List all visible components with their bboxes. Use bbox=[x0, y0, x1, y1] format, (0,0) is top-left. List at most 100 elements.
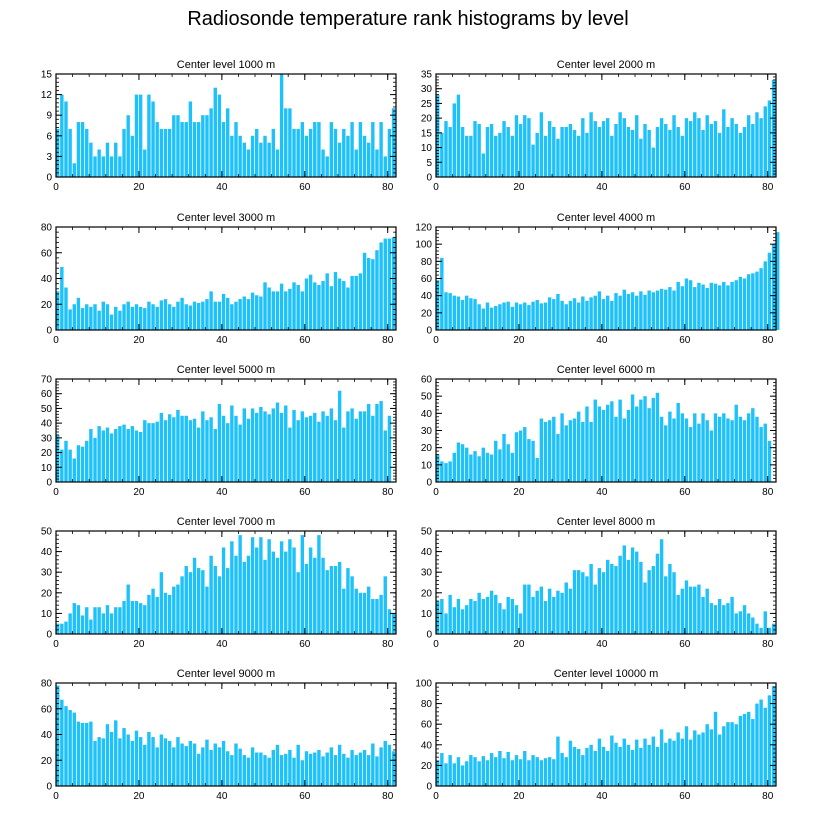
bar bbox=[635, 295, 639, 330]
bar bbox=[506, 444, 510, 482]
bar bbox=[510, 306, 515, 330]
y-tick-label: 80 bbox=[421, 257, 433, 268]
x-tick-label: 60 bbox=[299, 487, 311, 498]
bar bbox=[651, 397, 656, 482]
bar bbox=[647, 408, 651, 482]
bar bbox=[576, 302, 581, 330]
bar bbox=[456, 442, 461, 482]
x-tick-label: 60 bbox=[679, 487, 691, 498]
bar bbox=[668, 563, 672, 634]
bar bbox=[337, 744, 342, 786]
bar bbox=[313, 752, 317, 786]
bar bbox=[738, 276, 743, 330]
bar bbox=[460, 444, 465, 482]
bar bbox=[308, 415, 313, 482]
bar bbox=[626, 293, 631, 330]
bar bbox=[506, 301, 510, 330]
bar bbox=[85, 440, 89, 482]
x-tick-label: 20 bbox=[513, 335, 525, 346]
bar bbox=[465, 605, 469, 634]
bar bbox=[709, 729, 714, 786]
bar bbox=[622, 289, 626, 330]
bar bbox=[518, 124, 523, 177]
bar bbox=[167, 740, 172, 786]
bar bbox=[234, 743, 238, 786]
bar bbox=[375, 250, 379, 330]
bar bbox=[209, 417, 213, 482]
bar bbox=[639, 747, 643, 786]
bar bbox=[585, 132, 589, 177]
bar bbox=[444, 292, 448, 330]
bar bbox=[709, 124, 714, 177]
bar bbox=[568, 420, 573, 482]
y-tick-label: 20 bbox=[421, 761, 433, 772]
bar bbox=[527, 439, 531, 482]
bar bbox=[610, 735, 614, 786]
bar bbox=[498, 603, 502, 634]
bar bbox=[192, 301, 197, 330]
x-tick-label: 40 bbox=[596, 487, 608, 498]
y-tick-label: 50 bbox=[41, 404, 53, 415]
bar bbox=[755, 623, 759, 634]
bar bbox=[387, 415, 392, 482]
bar bbox=[275, 402, 280, 482]
y-tick-label: 60 bbox=[41, 389, 53, 400]
bar bbox=[456, 757, 461, 786]
bar bbox=[321, 756, 325, 786]
bar bbox=[143, 605, 147, 634]
bar bbox=[469, 598, 473, 634]
bar bbox=[279, 755, 284, 786]
y-tick-label: 40 bbox=[41, 419, 53, 430]
bar bbox=[68, 309, 72, 330]
y-tick-label: 20 bbox=[421, 443, 433, 454]
chart-panel-4: Center level 4000 m 0 20 40 60 80 100 120 0 20 40 6… bbox=[415, 212, 780, 346]
bar bbox=[288, 288, 292, 330]
bar bbox=[560, 413, 564, 482]
bar bbox=[494, 757, 498, 786]
bar bbox=[246, 418, 251, 482]
bar bbox=[234, 555, 238, 634]
bar bbox=[72, 163, 76, 177]
y-tick-label: 100 bbox=[415, 240, 432, 251]
bar bbox=[205, 739, 209, 786]
bar bbox=[452, 763, 456, 786]
x-tick-label: 80 bbox=[382, 182, 394, 193]
bar bbox=[510, 760, 515, 786]
bar bbox=[288, 427, 292, 482]
bar bbox=[622, 418, 626, 482]
bar bbox=[350, 408, 354, 482]
y-tick-label: 40 bbox=[421, 409, 433, 420]
bar bbox=[242, 408, 246, 482]
bar bbox=[722, 109, 726, 177]
bar bbox=[56, 128, 60, 177]
x-tick-label: 0 bbox=[53, 335, 59, 346]
bar bbox=[296, 572, 300, 634]
y-tick-label: 20 bbox=[421, 308, 433, 319]
bar bbox=[275, 744, 280, 786]
bar bbox=[250, 537, 255, 634]
bar bbox=[593, 295, 597, 330]
bar bbox=[337, 278, 342, 330]
bar bbox=[738, 132, 743, 177]
bar bbox=[101, 738, 106, 786]
bar bbox=[539, 112, 544, 177]
bar bbox=[697, 282, 701, 330]
bar bbox=[659, 539, 664, 634]
bar bbox=[89, 429, 93, 482]
bar bbox=[325, 415, 329, 482]
y-tick-label: 15 bbox=[421, 128, 433, 139]
bar bbox=[626, 409, 631, 482]
bar bbox=[672, 572, 676, 634]
bar bbox=[184, 122, 188, 177]
bar bbox=[362, 135, 367, 177]
x-tick-label: 60 bbox=[299, 791, 311, 802]
bar bbox=[734, 280, 738, 330]
bar bbox=[622, 738, 626, 786]
bar bbox=[313, 557, 317, 634]
bar bbox=[664, 124, 668, 177]
plot-frame bbox=[435, 682, 777, 787]
bar bbox=[226, 751, 230, 786]
bar bbox=[317, 421, 321, 482]
bar bbox=[523, 584, 527, 634]
bar bbox=[205, 115, 209, 177]
